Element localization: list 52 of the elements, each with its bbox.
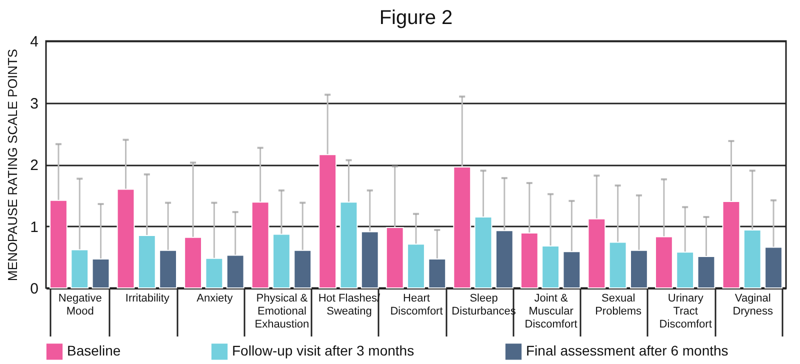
x-tick-label: Urinary Tract Discomfort [659,292,712,330]
bar [318,154,337,288]
y-tick-label: 3 [30,95,38,112]
x-tick-label: Joint & Muscular Discomfort [524,292,578,330]
x-tick-label: Anxiety [196,292,234,304]
bar [630,250,648,288]
bar [743,229,762,288]
x-tick-label: Sexual Problems [595,292,642,318]
bar [474,216,492,288]
bar [608,242,627,288]
bar [676,252,694,288]
y-axis-title: MENOPAUSE RATING SCALE POINTS [5,48,20,282]
bar [562,251,581,288]
bar [205,258,224,288]
bar [697,256,716,288]
x-tick-label: Irritability [125,292,170,304]
legend-label: Follow-up visit after 3 months [232,342,414,359]
bar [588,218,606,288]
y-tick-label: 2 [30,157,38,174]
bar [340,202,358,288]
bar [453,166,472,288]
bar [722,201,740,288]
legend-label: Final assessment after 6 months [526,342,728,359]
x-tick-label: Negative Mood [58,292,102,318]
y-tick-label: 0 [30,280,38,298]
bar [386,226,404,288]
bar [138,235,156,288]
bar [520,232,538,288]
bar [272,234,290,288]
chart-title: Figure 2 [379,7,453,29]
y-tick-label: 1 [30,218,38,236]
bar [70,249,89,288]
bar [495,230,514,288]
bar [159,250,178,288]
legend-label: Baseline [67,342,121,359]
bar [294,250,312,288]
bar [50,200,68,288]
bar [360,231,379,288]
bar [184,236,202,288]
bar [654,236,673,288]
x-tick-label: Physical & Emotional Exhaustion [254,292,310,330]
bar [92,258,110,288]
bar [428,258,446,288]
x-tick-label: Vaginal Dryness [732,292,774,318]
bar [226,254,244,288]
y-tick-label: 4 [30,34,38,50]
bar [251,202,270,288]
x-tick-label: Heart Discomfort [390,292,443,318]
bar [764,246,782,288]
bar [542,246,560,288]
bar [407,244,425,288]
bar [116,188,135,288]
